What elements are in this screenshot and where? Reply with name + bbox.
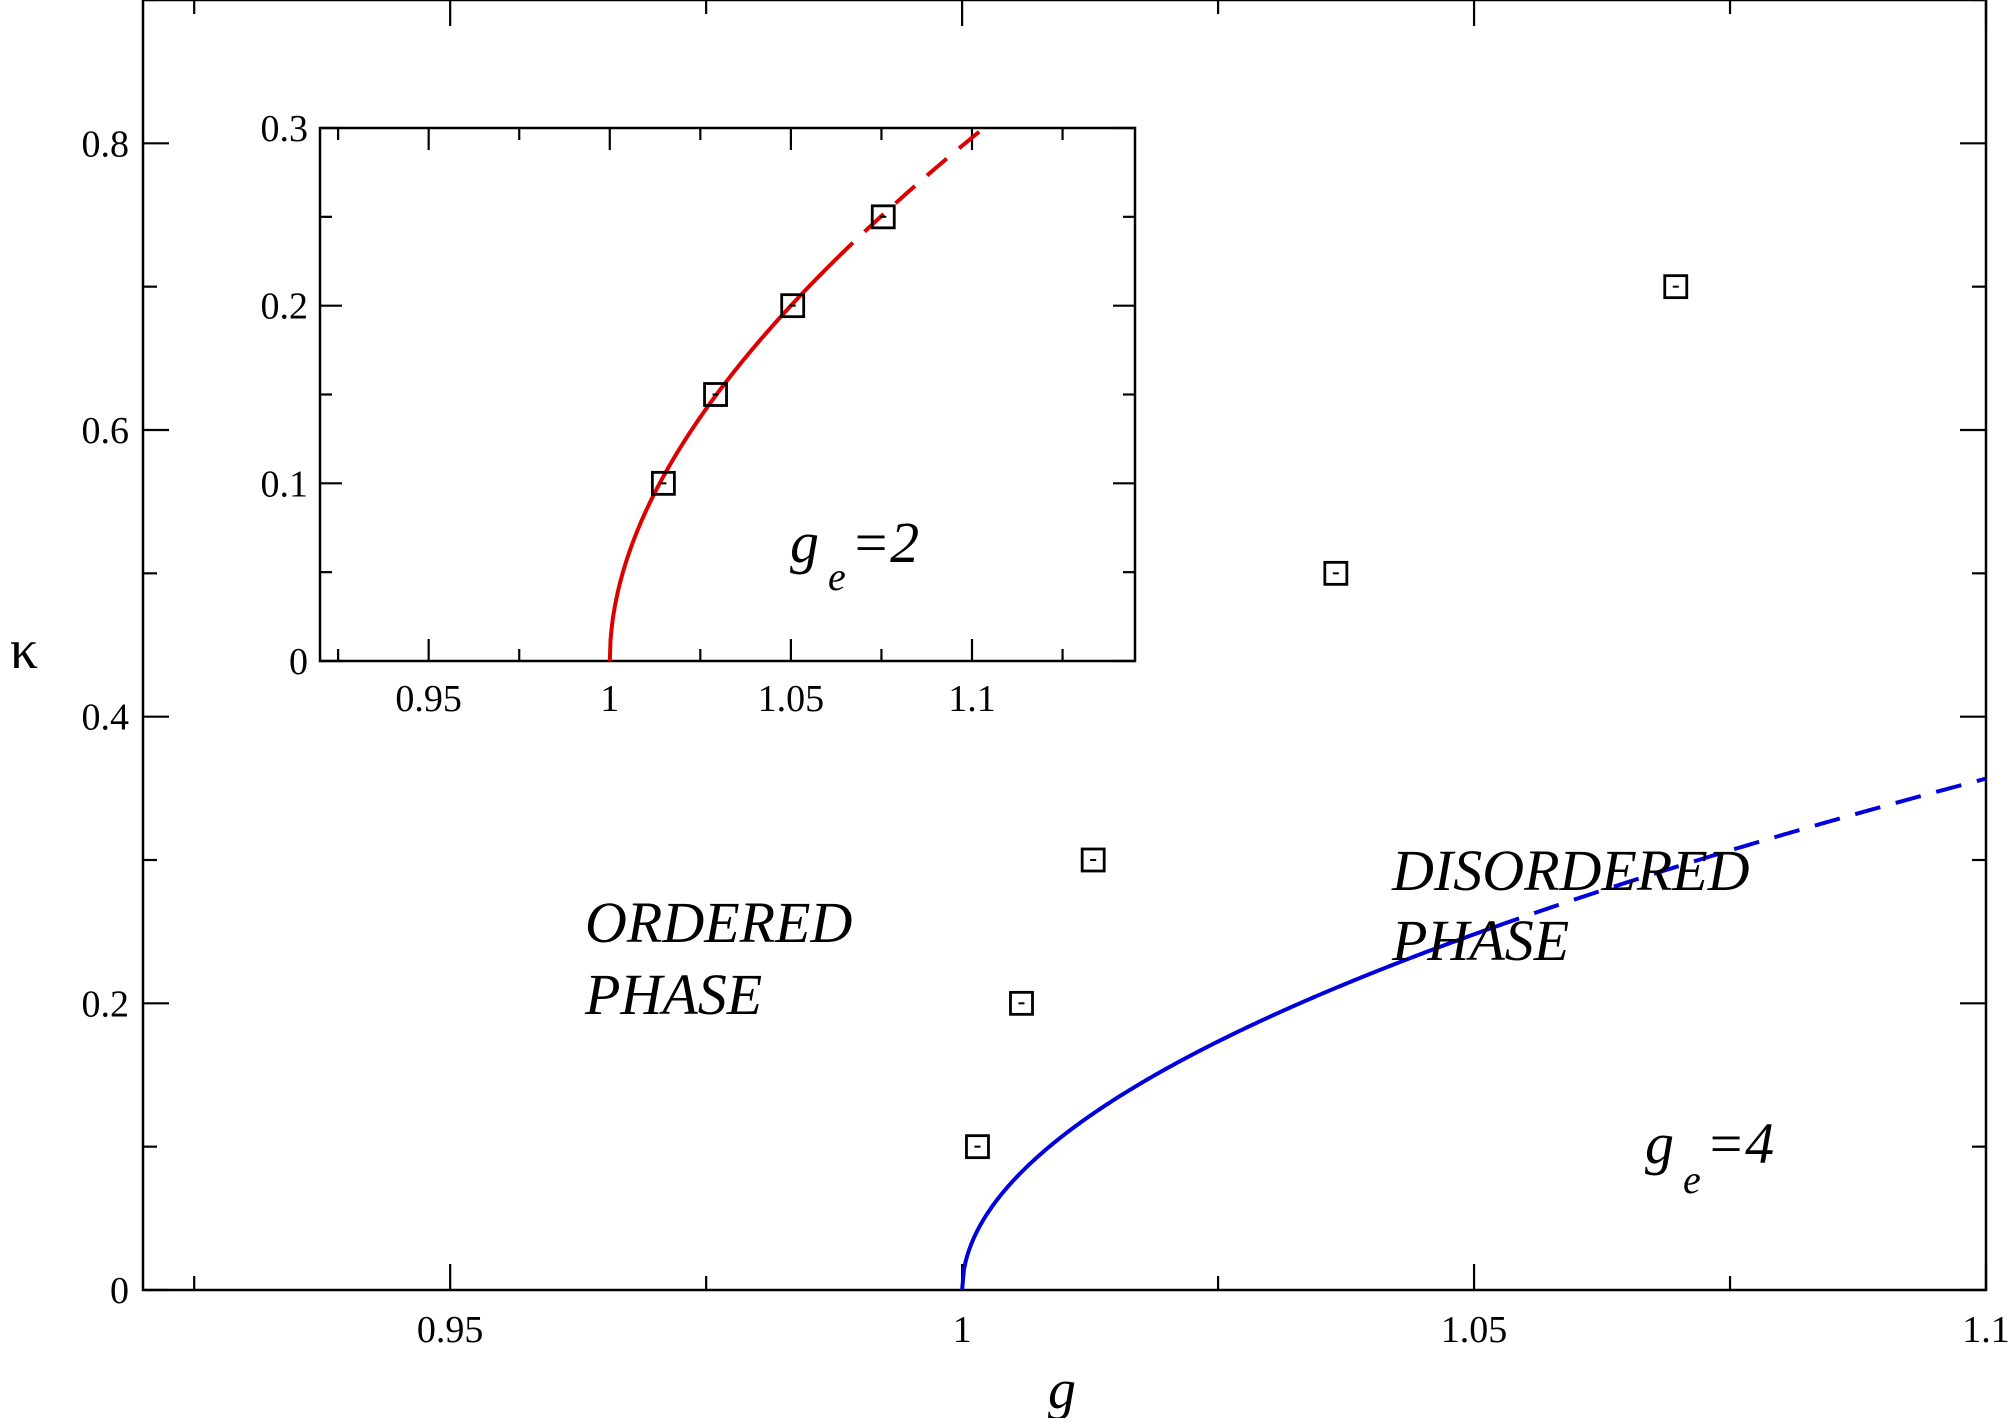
main-x-tick-label: 1 [953,1309,972,1351]
inset-x-tick-label: 0.95 [395,678,462,720]
inset-y-tick-label: 0.3 [261,108,309,150]
main-y-tick-label: 0.4 [82,697,130,739]
main-x-tick-label: 0.95 [417,1309,484,1351]
main-data-point [1323,560,1349,586]
ge4-label-subscript: e [1683,1157,1701,1202]
x-axis-title: g [1048,1359,1076,1418]
main-series [960,274,1987,1291]
inset-data-point [780,293,806,319]
ge4-label-tail: =4 [1706,1111,1774,1176]
main-x-tick-label: 1.05 [1441,1309,1508,1351]
disordered-phase-label-line2: PHASE [1391,908,1569,973]
main-x-tick-label: 1.1 [1962,1309,2010,1351]
inset-x-tick-label: 1 [600,678,619,720]
inset-data-point [650,470,676,496]
inset-x-tick-label: 1.05 [758,678,825,720]
main-data-point [1663,274,1689,300]
y-axis-title: κ [10,619,38,681]
inset-annotations: g e =2 [790,510,919,599]
ordered-phase-label-line2: PHASE [584,962,762,1027]
main-y-tick-label: 0.2 [82,983,130,1025]
inset-fit-curve-solid [607,259,836,662]
ge4-label-g: g [1645,1111,1674,1176]
ge2-label-subscript: e [828,554,846,599]
inset-y-tick-label: 0.1 [261,463,309,505]
main-y-tick-label: 0 [110,1270,129,1312]
inset-axes: 0.95 1 1.05 1.1 0 0.1 0.2 0.3 [261,108,1137,720]
main-fit-curve-solid [960,925,1496,1291]
main-plot-frame [141,0,1988,1292]
main-fit-curve-dashed [1493,776,1987,929]
inset-x-tick-label: 1.1 [948,678,996,720]
inset-series [607,126,986,662]
main-data-point [965,1134,990,1160]
inset-data-point [870,204,896,230]
main-annotations: ORDERED PHASE DISORDERED PHASE g e =4 [584,838,1774,1202]
main-data-point [1080,847,1106,873]
ordered-phase-label-line1: ORDERED [585,890,852,955]
ge2-label-tail: =2 [851,510,919,575]
main-data-point [1009,990,1034,1016]
main-y-tick-label: 0.8 [82,123,130,165]
disordered-phase-label-line1: DISORDERED [1391,838,1750,903]
inset-fit-curve-dashed [832,126,986,263]
inset-y-tick-label: 0.2 [261,286,309,328]
main-y-tick-label: 0.6 [82,410,130,452]
main-axes: 0.95 1 1.05 1.1 0 0.2 0.4 0.6 0.8 [82,0,2010,1351]
ge2-label-g: g [790,510,819,575]
inset-y-tick-label: 0 [289,641,308,683]
inset-data-point [703,382,728,407]
